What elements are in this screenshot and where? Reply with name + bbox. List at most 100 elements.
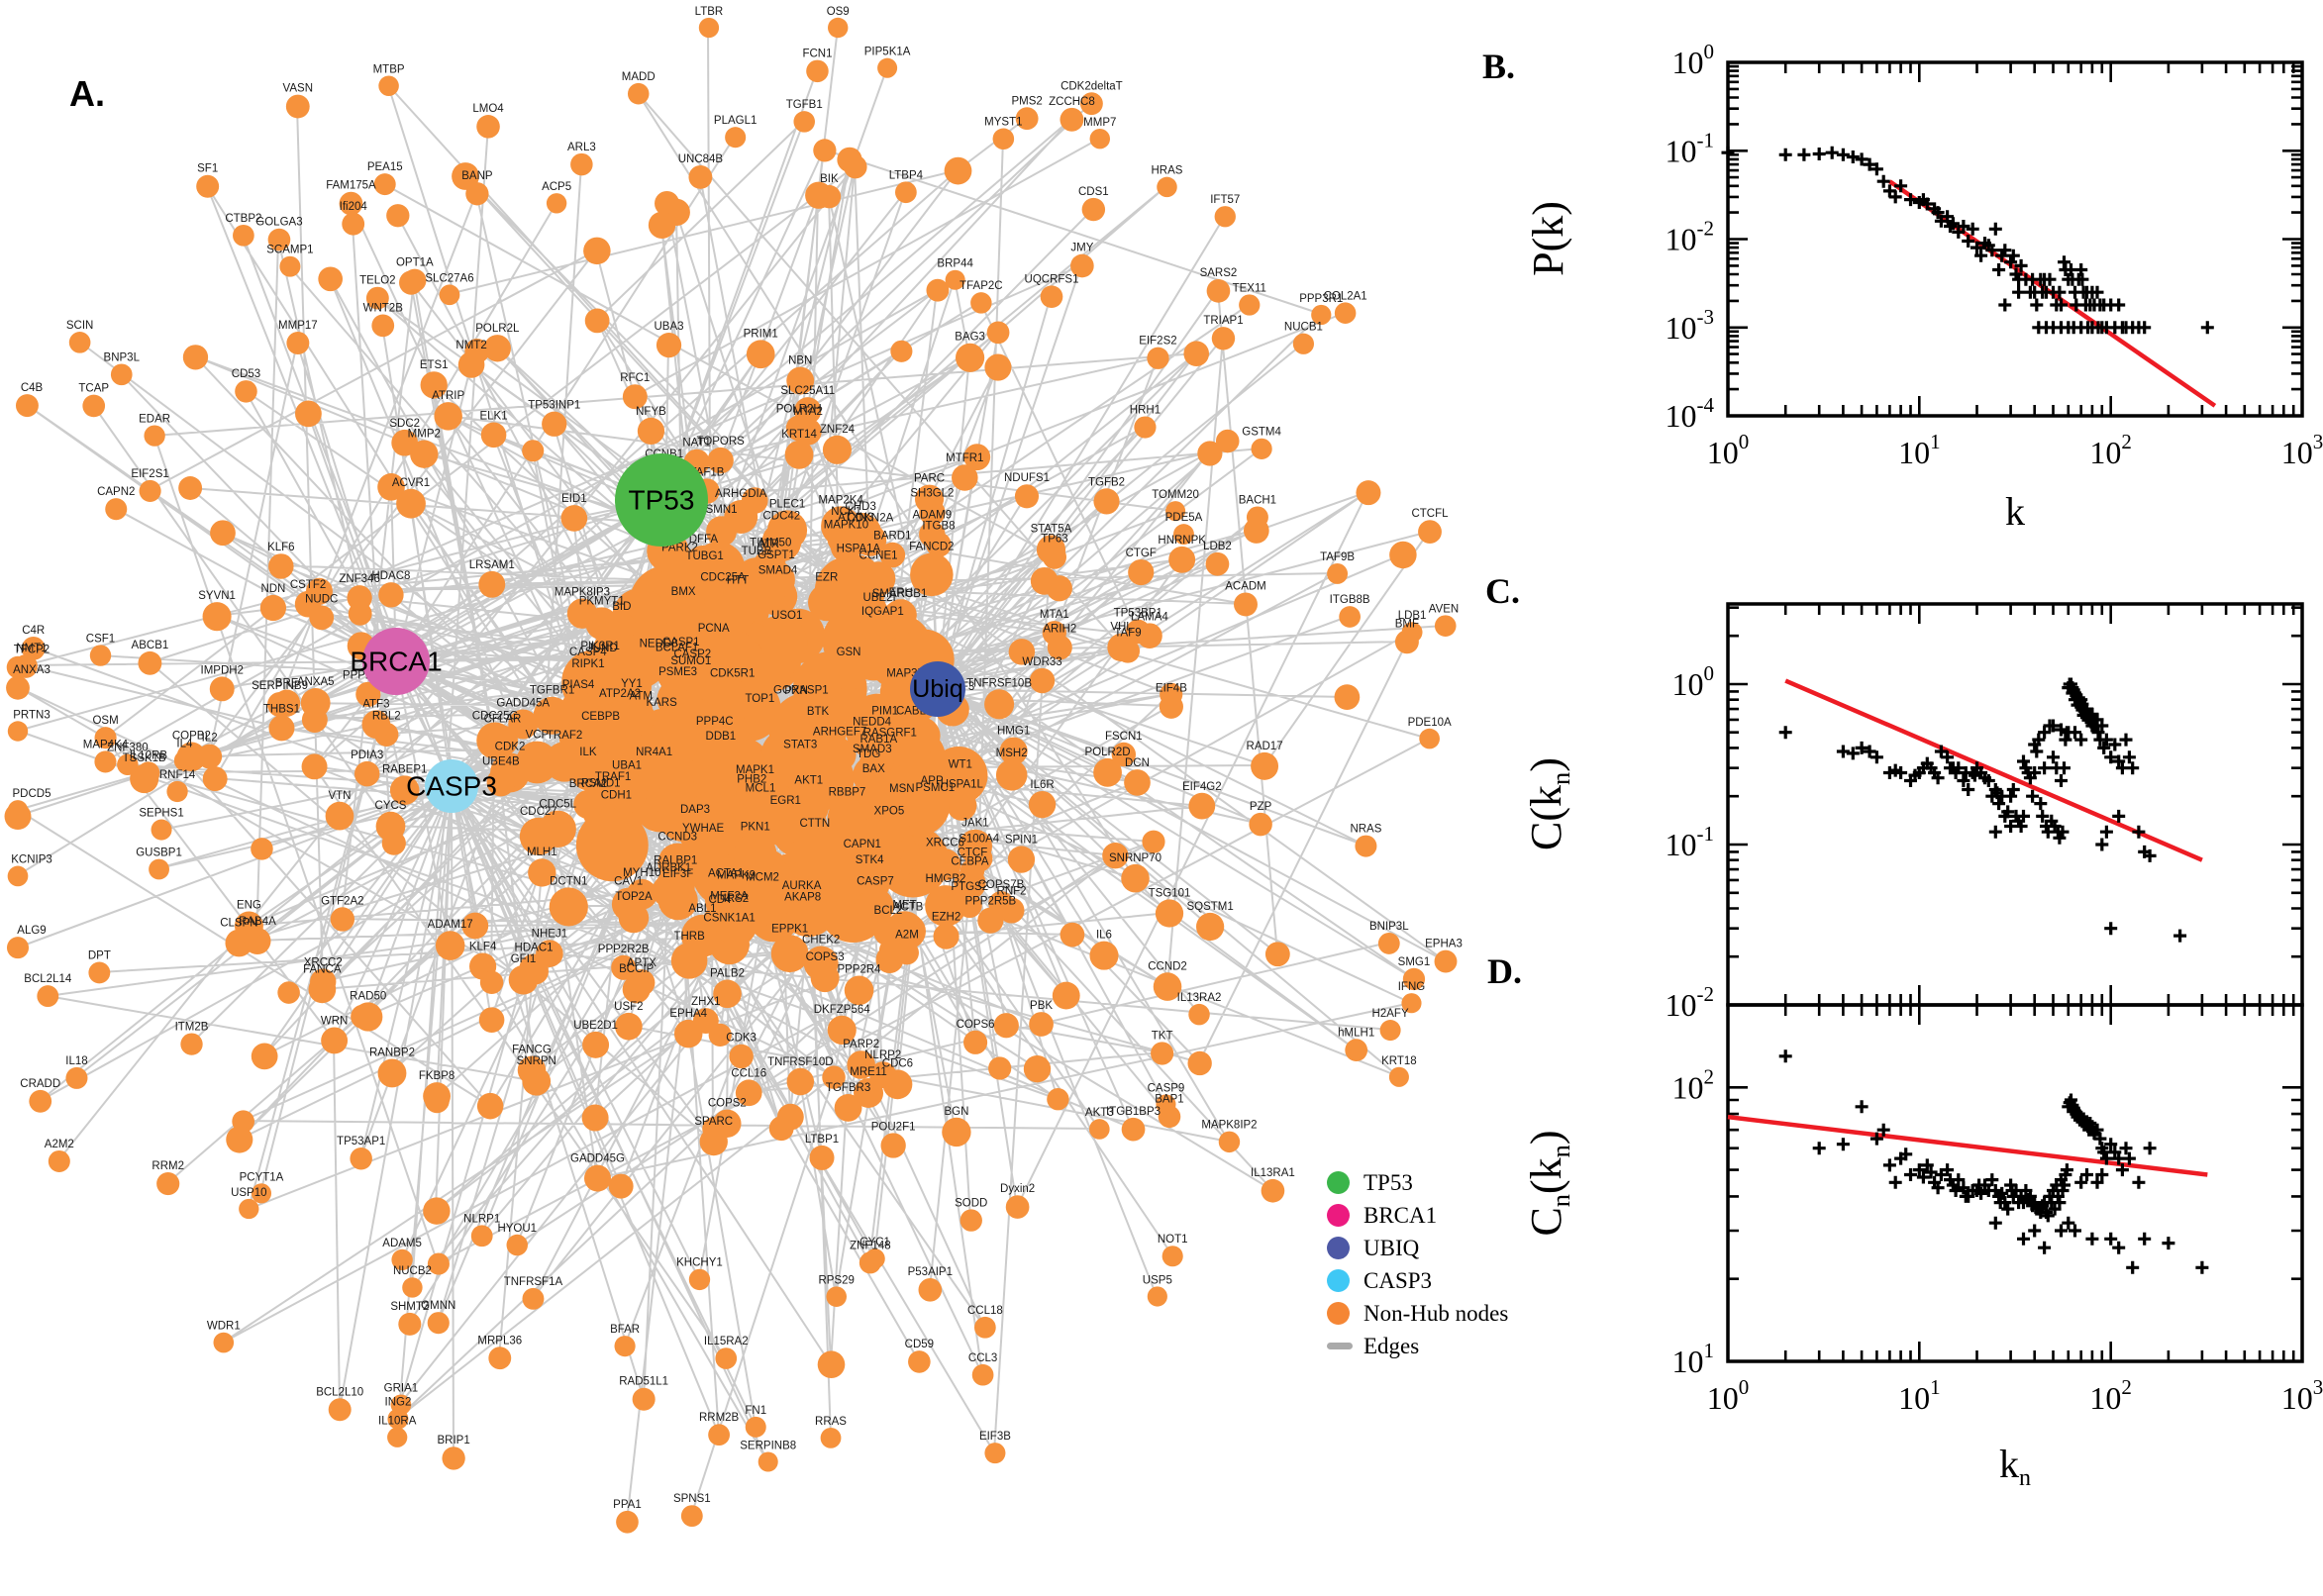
node-label: PIP5K1A xyxy=(864,47,911,58)
node-label: MEF2A xyxy=(710,890,749,902)
node-label: LMO4 xyxy=(472,103,504,115)
node-label: CAPN1 xyxy=(844,839,881,850)
y-tick-label: 10-4 xyxy=(1666,393,1715,434)
node-label: BIK xyxy=(820,173,839,185)
node-label: CDC25A xyxy=(700,571,746,583)
node-label: FSCN1 xyxy=(1105,731,1143,743)
node-label: GSTM4 xyxy=(1242,427,1281,439)
non-hub-node xyxy=(806,59,829,83)
non-hub-node xyxy=(251,838,273,860)
node-label: ZHX1 xyxy=(691,996,720,1008)
node-label: ADAM9 xyxy=(912,509,952,521)
node-label: CD53 xyxy=(232,368,260,380)
non-hub-node xyxy=(823,738,857,771)
legend-item: BRCA1 xyxy=(1327,1199,1508,1232)
node-label: GORASP1 xyxy=(773,684,829,696)
x-tick-label: 102 xyxy=(2089,430,2132,470)
non-hub-node xyxy=(656,332,682,358)
hub-node-BRCA1 xyxy=(362,628,430,695)
node-label: CDK2deltaT xyxy=(1060,80,1123,92)
non-hub-node xyxy=(234,911,263,941)
node-label: ADAM5 xyxy=(382,1238,422,1249)
node-label: PKN1 xyxy=(741,821,770,833)
non-hub-node xyxy=(903,717,941,754)
node-label: LAMA4 xyxy=(1131,611,1168,623)
non-hub-node xyxy=(391,429,419,456)
node-label: WT1 xyxy=(949,758,972,770)
node-label: TNFRSF1A xyxy=(504,1276,563,1288)
node-label: PKMYT1 xyxy=(579,595,625,607)
node-label: GADD45A xyxy=(496,697,550,709)
node-label: RRM2B xyxy=(699,1412,740,1424)
non-hub-node xyxy=(277,981,300,1004)
non-hub-node xyxy=(94,727,117,749)
node-label: NBN xyxy=(788,355,812,367)
node-label: MAPK10 xyxy=(824,519,868,531)
node-label: PPP4C xyxy=(696,716,734,728)
node-label: MAPK9 xyxy=(717,869,756,881)
non-hub-node xyxy=(480,422,507,449)
node-label: CDC25C xyxy=(472,711,518,723)
non-hub-node xyxy=(1121,863,1150,893)
non-hub-node xyxy=(483,335,511,362)
non-hub-node xyxy=(1155,899,1184,928)
non-hub-node xyxy=(781,750,820,789)
node-label: ATF3 xyxy=(362,698,389,710)
non-hub-node xyxy=(1211,327,1236,350)
x-tick-label: 101 xyxy=(1898,1375,1941,1416)
non-hub-node xyxy=(740,794,781,836)
non-hub-node xyxy=(768,1116,794,1142)
non-hub-node xyxy=(809,1145,835,1170)
node-label: SMARCB1 xyxy=(872,588,928,600)
node-label: HRH1 xyxy=(1130,404,1161,416)
node-label: CCND2 xyxy=(1148,960,1187,972)
non-hub-node xyxy=(716,586,759,630)
node-label: MYH10 xyxy=(623,867,660,879)
non-hub-node xyxy=(1249,812,1272,837)
non-hub-node xyxy=(442,1446,465,1470)
y-tick-label: 10-2 xyxy=(1666,982,1715,1023)
non-hub-node xyxy=(29,1089,52,1113)
non-hub-node xyxy=(573,789,603,820)
non-hub-node xyxy=(1147,1286,1167,1307)
non-hub-node xyxy=(1060,107,1084,132)
node-label: PSMD1 xyxy=(581,778,621,790)
node-label: TRAF1 xyxy=(595,771,631,783)
node-label: EID1 xyxy=(561,493,587,505)
node-label: A2M2 xyxy=(45,1139,74,1150)
non-hub-node xyxy=(89,645,112,666)
non-hub-node xyxy=(1377,933,1400,954)
non-hub-node xyxy=(585,607,619,641)
node-label: RAD17 xyxy=(1247,741,1283,752)
node-label: SCAMP1 xyxy=(266,245,313,256)
non-hub-node xyxy=(515,741,558,784)
non-hub-node xyxy=(342,212,365,236)
node-label: CTCFL xyxy=(1411,508,1449,520)
legend-item: TP53 xyxy=(1327,1166,1508,1199)
non-hub-node xyxy=(1188,1003,1210,1026)
node-label: TGFBR1 xyxy=(530,685,574,697)
non-hub-node xyxy=(105,498,128,521)
non-hub-node xyxy=(476,115,500,139)
node-label: ZNF346 xyxy=(339,573,380,585)
node-label: HSPA1L xyxy=(941,779,984,791)
node-label: EGR1 xyxy=(770,795,801,807)
node-label: SNRNP70 xyxy=(1109,852,1162,864)
non-hub-node xyxy=(1389,541,1417,569)
non-hub-node xyxy=(435,931,465,960)
node-label: PZP xyxy=(1250,801,1272,813)
non-hub-node xyxy=(827,798,867,839)
non-hub-node xyxy=(486,767,516,797)
non-hub-node xyxy=(919,521,946,548)
non-hub-node xyxy=(517,1055,547,1085)
node-label: WNT2B xyxy=(363,302,404,314)
node-label: TGFBR3 xyxy=(826,1082,870,1094)
non-hub-node xyxy=(999,737,1028,765)
non-hub-node xyxy=(48,1149,70,1172)
node-label: CTGF xyxy=(1126,548,1157,559)
node-label: IMPDH2 xyxy=(201,664,244,676)
node-label: IL6 xyxy=(1096,930,1112,942)
node-label: STAT3 xyxy=(783,740,817,751)
non-hub-node xyxy=(305,577,333,605)
non-hub-node xyxy=(15,394,39,418)
